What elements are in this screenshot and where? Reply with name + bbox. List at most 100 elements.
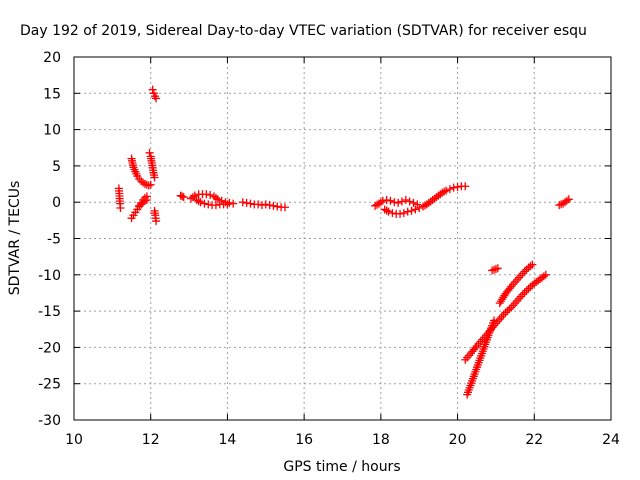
data-point: [217, 196, 226, 205]
data-point: [150, 173, 159, 182]
data-point: [415, 204, 424, 213]
data-point: [401, 196, 410, 205]
data-point: [491, 264, 500, 273]
data-point: [280, 203, 289, 212]
data-series: [463, 316, 499, 399]
data-point: [526, 282, 535, 291]
y-tick-label: -20: [38, 340, 61, 356]
data-point: [146, 180, 155, 189]
data-point: [140, 180, 149, 189]
data-point: [196, 198, 205, 207]
data-point: [376, 198, 385, 207]
y-tick-label: 15: [43, 86, 61, 102]
y-tick-label: -25: [38, 377, 61, 393]
x-tick-label: 12: [142, 432, 160, 448]
data-point: [225, 198, 234, 207]
data-point: [445, 185, 454, 194]
data-point: [396, 209, 405, 218]
data-point: [142, 192, 151, 201]
data-point: [461, 182, 470, 191]
data-series: [495, 260, 537, 308]
x-tick-label: 16: [295, 432, 313, 448]
data-point: [378, 196, 387, 205]
data-point: [179, 193, 188, 202]
data-point: [390, 198, 399, 207]
data-point: [442, 186, 451, 195]
data-point: [520, 267, 529, 276]
data-point: [518, 269, 527, 278]
data-point: [242, 198, 251, 207]
data-series: [148, 85, 161, 103]
data-point: [269, 201, 278, 210]
data-point: [257, 201, 266, 210]
data-point: [140, 193, 149, 202]
data-point: [562, 196, 571, 205]
data-point: [541, 270, 550, 279]
data-point: [526, 262, 535, 271]
y-tick-label: 20: [43, 50, 61, 66]
y-tick-label: 5: [52, 159, 61, 175]
x-tick-label: 24: [602, 432, 620, 448]
data-series: [461, 270, 550, 364]
data-series: [488, 264, 502, 275]
y-tick-label: 10: [43, 123, 61, 139]
x-tick-label: 18: [372, 432, 390, 448]
y-tick-label: -30: [38, 413, 61, 429]
data-point: [471, 343, 480, 352]
data-point: [524, 284, 533, 293]
x-axis-label: GPS time / hours: [283, 459, 400, 475]
data-point: [564, 195, 573, 204]
data-point: [145, 148, 154, 157]
data-point: [505, 284, 514, 293]
data-series: [192, 196, 232, 210]
data-point: [505, 305, 514, 314]
data-point: [539, 272, 548, 281]
data-point: [449, 183, 458, 192]
data-point: [382, 196, 391, 205]
data-point: [440, 187, 449, 196]
data-point: [265, 201, 274, 210]
data-series: [150, 206, 161, 226]
data-point: [194, 197, 203, 206]
data-point: [386, 196, 395, 205]
data-series: [238, 198, 289, 212]
data-point: [503, 306, 512, 315]
y-tick-label: 0: [52, 195, 61, 211]
data-point: [522, 265, 531, 274]
data-point: [254, 200, 263, 209]
data-series: [371, 196, 422, 210]
data-point: [116, 204, 125, 213]
y-tick-label: -10: [38, 268, 61, 284]
data-point: [144, 181, 153, 190]
data-point: [200, 199, 209, 208]
data-point: [148, 85, 157, 94]
ticks: 10 12 14 16 18 20 22 24 -30 -25 -20 -15 -10 -5 0 5 10 15 2…: [38, 50, 620, 448]
y-axis-label: SDTVAR / TECUs: [7, 181, 23, 296]
grid: [74, 57, 611, 420]
data-point: [261, 200, 270, 209]
data-point: [413, 200, 422, 209]
data-point: [399, 209, 408, 218]
chart-title: Day 192 of 2019, Sidereal Day-to-day VTE…: [20, 23, 587, 39]
data-point: [204, 200, 213, 209]
data-point: [152, 94, 161, 103]
data-point: [178, 192, 187, 201]
data-point: [211, 201, 220, 210]
data-point: [382, 206, 391, 215]
data-series: [135, 192, 151, 210]
y-tick-label: -15: [38, 304, 61, 320]
data-point: [488, 266, 497, 275]
data-point: [490, 265, 499, 274]
data-point: [453, 182, 462, 191]
data-point: [213, 195, 222, 204]
data-point: [520, 288, 529, 297]
data-point: [493, 264, 502, 273]
data-point: [229, 199, 238, 208]
data-point: [273, 202, 282, 211]
data-series: [555, 195, 573, 210]
data-point: [388, 209, 397, 218]
data-point: [223, 200, 232, 209]
x-tick-label: 10: [65, 432, 83, 448]
data-point: [397, 197, 406, 206]
